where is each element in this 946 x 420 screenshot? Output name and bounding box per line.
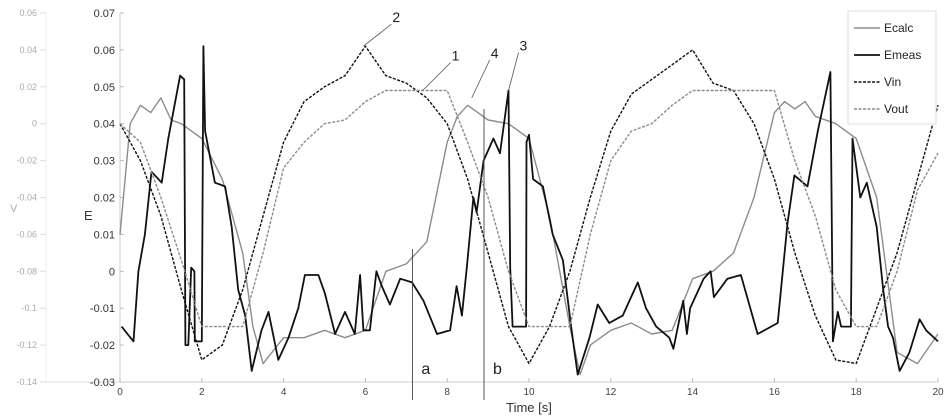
y-axis-label-secondary: V — [10, 203, 18, 215]
y-tick-label: -0.02 — [90, 340, 115, 352]
secondary-y-tick-label: -0.14 — [16, 377, 37, 387]
x-tick-label: 6 — [363, 387, 369, 398]
y-tick-label: -0.03 — [90, 377, 115, 389]
legend-label-vout: Vout — [884, 102, 909, 116]
legend-label-ecalc: Ecalc — [884, 21, 913, 35]
secondary-y-tick-label: 0.02 — [19, 82, 37, 92]
y-axis-label: E — [84, 208, 93, 223]
annotation-leader-line — [471, 59, 491, 99]
y-tick-label: 0.03 — [94, 156, 115, 168]
annotation-leader-line — [508, 52, 519, 91]
secondary-y-tick-label: -0.02 — [16, 156, 37, 166]
annotation-leader-line — [363, 23, 392, 47]
x-tick-label: 2 — [199, 387, 205, 398]
legend-label-vin: Vin — [884, 75, 901, 89]
secondary-y-tick-label: 0.04 — [19, 45, 37, 55]
x-tick-label: 12 — [605, 387, 617, 398]
annotation-label-4: 4 — [491, 45, 499, 61]
secondary-y-tick-label: -0.08 — [16, 266, 37, 276]
annotation-label-2: 2 — [392, 9, 400, 25]
y-tick-label: 0.05 — [94, 82, 115, 94]
y-tick-label: -0.01 — [90, 303, 115, 315]
x-tick-label: 0 — [117, 387, 123, 398]
series-line-emeas — [120, 45, 939, 376]
annotation-label-3: 3 — [520, 37, 528, 53]
secondary-y-tick-label: 0 — [32, 119, 37, 129]
y-tick-label: 0.04 — [94, 119, 115, 131]
secondary-y-tick-label: -0.04 — [16, 193, 37, 203]
annotation-leader-line — [422, 62, 451, 91]
secondary-y-tick-label: -0.12 — [16, 340, 37, 350]
series-line-vin — [119, 45, 939, 365]
x-tick-label: 18 — [851, 387, 863, 398]
x-tick-label: 16 — [769, 387, 781, 398]
series-line-vout — [119, 89, 939, 328]
y-tick-label: 0.06 — [94, 45, 115, 57]
series-layer — [119, 45, 939, 376]
axes: 0.07 0.06 0.05 0.04 0.03 0.02 0.01 0 -0.01 -0.02 -… — [16, 8, 944, 398]
legend: Ecalc Emeas Vin Vout — [847, 10, 937, 125]
x-axis-label: Time [s] — [506, 400, 552, 415]
x-tick-label: 4 — [281, 387, 287, 398]
secondary-y-tick-label: -0.06 — [16, 229, 37, 239]
x-tick-label: 14 — [687, 387, 699, 398]
y-tick-label: 0.01 — [94, 229, 115, 241]
y-tick-label: 0 — [109, 266, 115, 278]
marker-label-a: a — [421, 361, 430, 378]
x-tick-label: 20 — [932, 387, 944, 398]
annotation-label-1: 1 — [452, 47, 460, 63]
marker-label-b: b — [493, 361, 502, 378]
legend-label-emeas: Emeas — [884, 48, 921, 62]
x-tick-label: 8 — [444, 387, 450, 398]
secondary-y-tick-label: -0.1 — [21, 303, 37, 313]
secondary-y-tick-label: 0.06 — [19, 8, 37, 18]
x-tick-label: 10 — [523, 387, 535, 398]
y-tick-label: 0.02 — [94, 193, 115, 205]
y-tick-label: 0.07 — [94, 8, 115, 20]
annotations: 2 1 4 3 a b — [363, 9, 528, 400]
